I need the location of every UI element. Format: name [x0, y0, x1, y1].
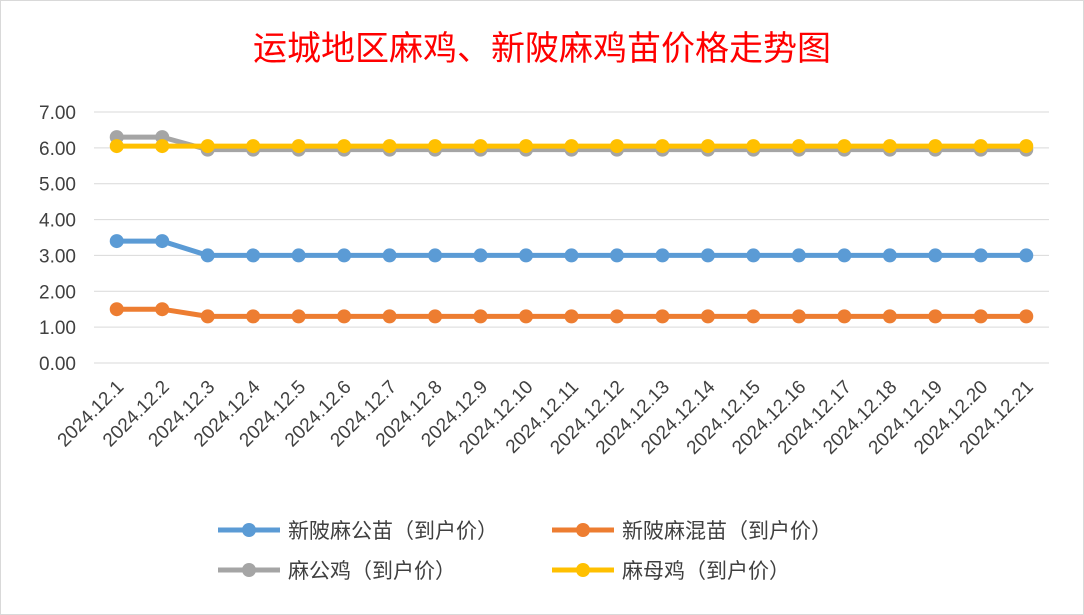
data-point	[973, 139, 988, 154]
data-point	[1019, 139, 1034, 154]
legend-item: 新陂麻公苗（到户价）	[218, 519, 498, 543]
x-axis-ticks: 2024.12.12024.12.22024.12.32024.12.42024…	[54, 376, 1038, 458]
legend-swatch-marker	[576, 563, 590, 577]
legend-swatch-marker	[242, 563, 256, 577]
legend-label: 麻公鸡（到户价）	[288, 559, 456, 583]
data-point	[928, 139, 943, 154]
data-point	[246, 139, 261, 154]
data-point	[473, 309, 488, 324]
y-tick-label: 3.00	[39, 246, 76, 267]
data-point	[655, 139, 670, 154]
series-0	[109, 234, 1034, 263]
data-point	[746, 139, 761, 154]
data-point	[200, 139, 215, 154]
data-point	[519, 139, 534, 154]
data-point	[973, 309, 988, 324]
data-point	[564, 248, 579, 263]
y-tick-label: 7.00	[39, 103, 76, 124]
data-point	[246, 248, 261, 263]
data-point	[928, 309, 943, 324]
data-point	[882, 248, 897, 263]
data-point	[791, 139, 806, 154]
data-point	[700, 248, 715, 263]
data-point	[837, 309, 852, 324]
data-point	[609, 309, 624, 324]
data-point	[337, 309, 352, 324]
data-point	[882, 309, 897, 324]
data-point	[700, 309, 715, 324]
data-point	[837, 139, 852, 154]
data-point	[291, 248, 306, 263]
data-point	[473, 139, 488, 154]
data-point	[1019, 309, 1034, 324]
data-point	[155, 302, 170, 317]
legend-item: 麻母鸡（到户价）	[552, 559, 790, 583]
legend-label: 麻母鸡（到户价）	[622, 559, 790, 583]
data-point	[109, 234, 124, 249]
data-point	[882, 139, 897, 154]
data-point	[928, 248, 943, 263]
data-point	[155, 139, 170, 154]
data-point	[109, 139, 124, 154]
legend: 新陂麻公苗（到户价） 新陂麻混苗（到户价） 麻公鸡（到户价） 麻母鸡（到户价）	[218, 519, 832, 583]
data-point	[155, 234, 170, 249]
chart-title: 运城地区麻鸡、新陂麻鸡苗价格走势图	[253, 29, 831, 69]
data-point	[382, 139, 397, 154]
data-point	[246, 309, 261, 324]
y-tick-label: 4.00	[39, 211, 76, 232]
legend-item: 新陂麻混苗（到户价）	[552, 519, 832, 543]
data-point	[382, 309, 397, 324]
data-point	[428, 248, 443, 263]
data-point	[1019, 248, 1034, 263]
legend-swatch-marker	[242, 523, 256, 537]
data-point	[564, 139, 579, 154]
data-point	[519, 248, 534, 263]
y-tick-label: 5.00	[39, 175, 76, 196]
series-1	[109, 302, 1034, 324]
legend-swatch-marker	[576, 523, 590, 537]
data-point	[382, 248, 397, 263]
y-axis-ticks: 0.00 1.00 2.00 3.00 4.00 5.00 6.00 7.00	[39, 103, 76, 375]
data-point	[337, 248, 352, 263]
data-point	[791, 248, 806, 263]
data-point	[564, 309, 579, 324]
legend-label: 新陂麻混苗（到户价）	[622, 519, 832, 543]
data-point	[609, 139, 624, 154]
data-point	[109, 302, 124, 317]
legend-label: 新陂麻公苗（到户价）	[288, 519, 498, 543]
data-point	[700, 139, 715, 154]
data-point	[746, 248, 761, 263]
y-tick-label: 1.00	[39, 318, 76, 339]
data-point	[200, 248, 215, 263]
data-point	[291, 139, 306, 154]
data-point	[200, 309, 215, 324]
data-point	[837, 248, 852, 263]
y-tick-label: 0.00	[39, 354, 76, 375]
data-point	[746, 309, 761, 324]
series-3	[109, 139, 1034, 154]
legend-item: 麻公鸡（到户价）	[218, 559, 456, 583]
data-point	[973, 248, 988, 263]
y-tick-label: 6.00	[39, 139, 76, 160]
data-point	[655, 309, 670, 324]
data-point	[655, 248, 670, 263]
data-point	[609, 248, 624, 263]
data-point	[791, 309, 806, 324]
data-point	[519, 309, 534, 324]
y-tick-label: 2.00	[39, 282, 76, 303]
series-lines	[109, 130, 1034, 324]
data-point	[428, 139, 443, 154]
data-point	[291, 309, 306, 324]
data-point	[337, 139, 352, 154]
data-point	[428, 309, 443, 324]
data-point	[473, 248, 488, 263]
